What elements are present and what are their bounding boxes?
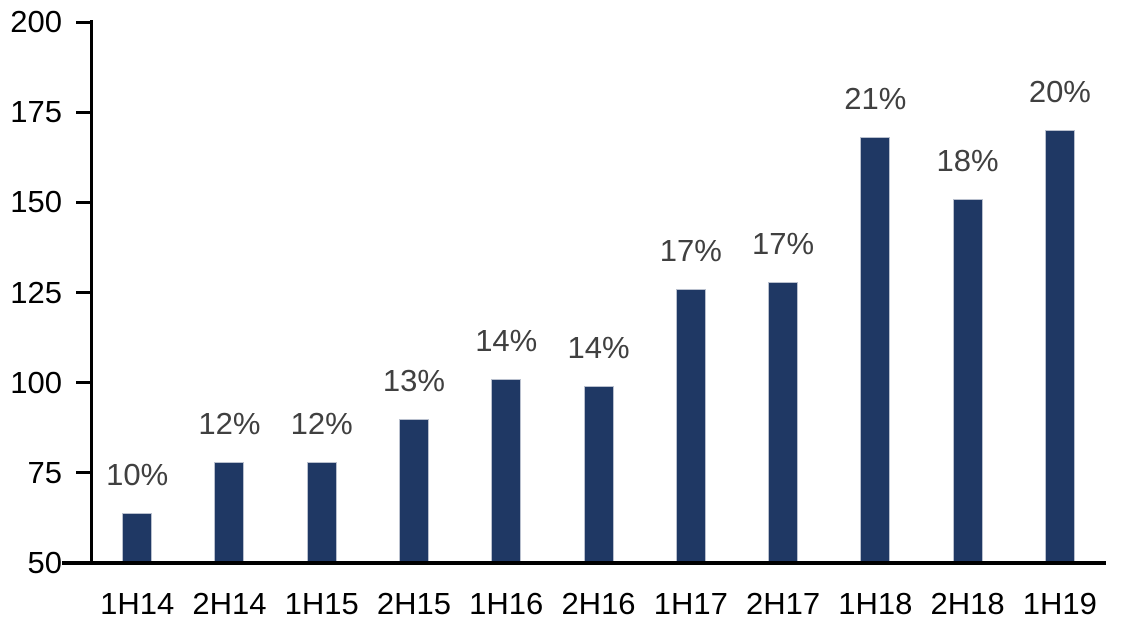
bar-1h16 — [491, 379, 522, 561]
y-axis-tick-mark — [76, 381, 90, 385]
y-axis-tick-mark — [76, 291, 90, 294]
x-axis-tick-label: 2H17 — [745, 586, 821, 621]
y-axis-tick-label: 200 — [10, 4, 62, 39]
y-axis-tick-label: 75 — [27, 454, 62, 490]
x-axis-tick-label: 1H18 — [838, 586, 913, 621]
bar-value-label: 14% — [475, 323, 538, 359]
y-axis-line — [90, 20, 93, 565]
bar-2h16 — [583, 386, 614, 561]
bar-value-label: 10% — [106, 456, 169, 492]
x-axis-tick-label: 2H18 — [930, 586, 1005, 621]
x-axis-tick-label: 2H16 — [561, 586, 636, 621]
y-axis-tick-label: 175 — [10, 94, 62, 130]
x-axis-tick-label: 1H14 — [100, 586, 175, 621]
bar-2h17 — [768, 281, 799, 561]
bar-2h18 — [952, 198, 983, 561]
bar-value-label: 18% — [936, 142, 999, 178]
y-axis-tick-label: 150 — [10, 184, 62, 220]
x-axis-tick-label: 1H17 — [653, 586, 728, 621]
x-axis-tick-label: 1H19 — [1022, 586, 1097, 621]
y-axis-tick-mark — [76, 20, 90, 24]
bar-1h17 — [675, 288, 706, 561]
bar-value-label: 17% — [659, 232, 722, 268]
x-axis-tick-label: 2H15 — [376, 586, 451, 621]
bar-value-label: 12% — [290, 406, 353, 441]
bar-value-label: 13% — [382, 362, 445, 398]
y-axis-tick-label: 125 — [10, 274, 62, 310]
bar-value-label: 14% — [567, 330, 630, 366]
bar-value-label: 12% — [198, 406, 261, 441]
bar-2h14 — [214, 462, 245, 561]
bar-1h19 — [1044, 130, 1075, 561]
bar-value-label: 21% — [844, 81, 907, 117]
bar-value-label: 17% — [752, 225, 815, 261]
bar-value-label: 20% — [1028, 74, 1091, 110]
y-axis-tick-label: 100 — [10, 364, 62, 400]
x-axis-line — [62, 561, 1106, 565]
y-axis-tick-label: 50 — [27, 545, 62, 580]
bar-2h15 — [398, 418, 429, 561]
x-axis-tick-label: 1H16 — [469, 586, 544, 621]
bar-1h15 — [306, 462, 337, 561]
y-axis-tick-mark — [76, 200, 90, 204]
y-axis-tick-mark — [76, 471, 90, 475]
bar-1h14 — [122, 512, 153, 561]
y-axis-tick-mark — [76, 110, 90, 114]
x-axis-tick-label: 2H14 — [192, 586, 267, 621]
bar-1h18 — [860, 137, 891, 561]
x-axis-tick-label: 1H15 — [284, 586, 359, 621]
